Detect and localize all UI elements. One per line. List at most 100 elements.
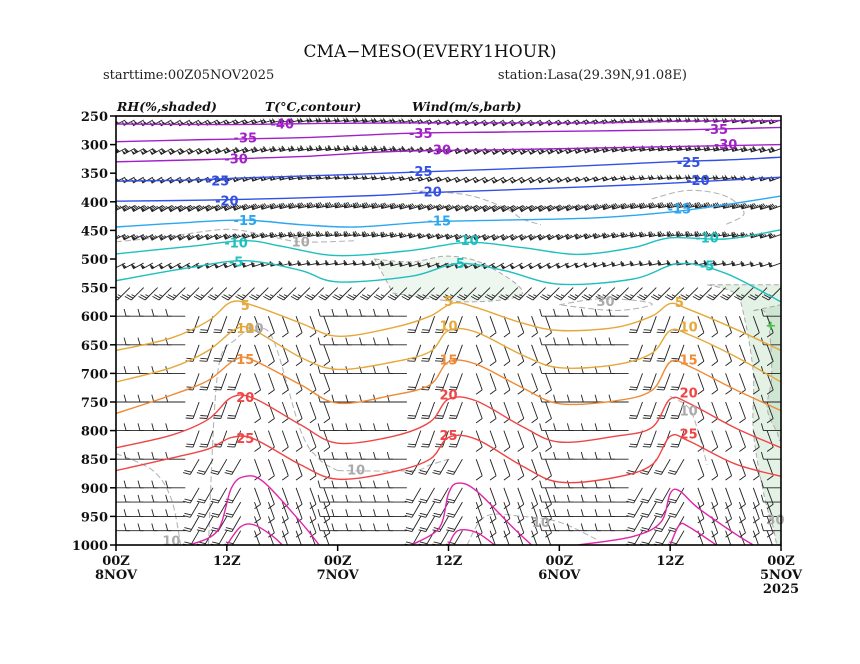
wind-barb: [287, 202, 301, 209]
y-tick-label: 250: [81, 110, 108, 125]
wind-barb: [373, 308, 394, 317]
wind-barb: [359, 480, 380, 489]
temperature-contour-label: -25: [206, 175, 230, 190]
temperature-contour-layer: [116, 119, 781, 545]
wind-barb: [758, 203, 772, 211]
wind-barb: [475, 487, 483, 510]
rh-contour-line: [466, 513, 597, 545]
temperature-contour-label: 20: [680, 386, 698, 401]
wind-barb: [608, 308, 629, 317]
wind-barb: [608, 337, 629, 346]
wind-barb: [309, 316, 317, 338]
wind-barb: [609, 287, 629, 301]
temperature-contour-line: [226, 523, 283, 545]
y-tick-label: 350: [81, 167, 108, 182]
wind-barb: [500, 262, 514, 270]
y-tick-label: 400: [81, 196, 108, 211]
wind-barb: [517, 430, 525, 452]
wind-barb: [158, 148, 172, 155]
chart-title: CMA−MESO(EVERY1HOUR): [304, 42, 557, 62]
wind-barb: [359, 337, 380, 346]
wind-barb: [404, 487, 422, 504]
wind-barb: [165, 509, 186, 517]
wind-barb: [373, 523, 394, 532]
wind-barb: [116, 501, 130, 503]
y-tick-label: 500: [81, 253, 108, 268]
wind-barb: [738, 373, 746, 395]
station-label: station:Lasa(29.39N,91.08E): [498, 68, 687, 83]
wind-barb: [752, 373, 760, 395]
wind-barb: [227, 401, 242, 419]
wind-barb: [140, 148, 154, 155]
wind-barb: [555, 233, 569, 241]
wind-barb: [140, 262, 154, 270]
wind-barb: [195, 147, 209, 155]
wind-barb: [500, 234, 514, 241]
wind-barb: [137, 423, 158, 432]
wind-barb: [281, 430, 289, 452]
wind-barb: [738, 487, 746, 510]
wind-barb: [121, 262, 135, 269]
wind-barb: [152, 287, 172, 301]
wind-barb: [151, 423, 172, 432]
wind-barb: [667, 487, 685, 504]
rh-shaded-area: [706, 284, 781, 545]
wind-barb: [640, 501, 657, 518]
wind-barb: [509, 176, 523, 184]
wind-barb: [738, 501, 746, 524]
wind-barb: [309, 487, 317, 510]
wind-barb: [386, 509, 407, 517]
wind-barb: [389, 202, 403, 210]
wind-barb: [475, 501, 483, 524]
wind-barb: [418, 501, 435, 518]
wind-barb: [276, 287, 297, 301]
wind-barb: [653, 530, 671, 545]
wind-barb: [545, 516, 552, 538]
wind-barb: [345, 494, 366, 503]
wind-barb: [527, 204, 542, 213]
wind-barb: [213, 316, 228, 334]
wind-barb: [503, 316, 511, 338]
wind-barb: [518, 262, 532, 270]
y-tick-label: 750: [81, 396, 108, 411]
wind-barb: [531, 373, 539, 395]
wind-barb: [475, 373, 483, 395]
wind-barb: [760, 423, 781, 432]
wind-barb: [116, 344, 130, 346]
y-tick-label: 600: [81, 310, 108, 325]
wind-barb: [608, 494, 629, 503]
wind-barb: [553, 509, 574, 517]
wind-barb: [725, 401, 733, 424]
wind-barb: [475, 459, 483, 481]
wind-barb: [254, 344, 262, 367]
wind-barb: [642, 344, 657, 362]
wind-barb: [760, 308, 781, 317]
wind-barb: [182, 530, 200, 545]
wind-barb: [318, 287, 339, 301]
wind-barb: [196, 530, 214, 545]
wind-barb: [752, 516, 760, 538]
wind-barb: [295, 316, 303, 338]
wind-barb: [626, 530, 643, 545]
wind-barb: [429, 287, 449, 301]
wind-barb: [418, 530, 435, 545]
wind-barb: [595, 287, 616, 301]
wind-barb: [323, 487, 331, 510]
wind-barb: [116, 401, 130, 403]
wind-barb: [566, 337, 587, 346]
wind-barb: [527, 234, 542, 241]
wind-barb: [254, 401, 262, 424]
rh-contour-label: 10: [680, 405, 698, 420]
wind-barb: [555, 176, 569, 184]
wind-barb: [712, 174, 726, 181]
temperature-contour-label: -15: [668, 203, 692, 218]
wind-barb: [517, 344, 525, 367]
wind-barb: [210, 501, 228, 518]
wind-barb: [553, 287, 574, 301]
wind-barb: [317, 451, 338, 460]
legend-rh: RH(%,shaded): [116, 99, 217, 114]
wind-barb: [401, 287, 422, 301]
rh-contour-line: [337, 458, 449, 472]
y-tick-label: 850: [81, 453, 108, 468]
wind-barb: [345, 337, 366, 346]
